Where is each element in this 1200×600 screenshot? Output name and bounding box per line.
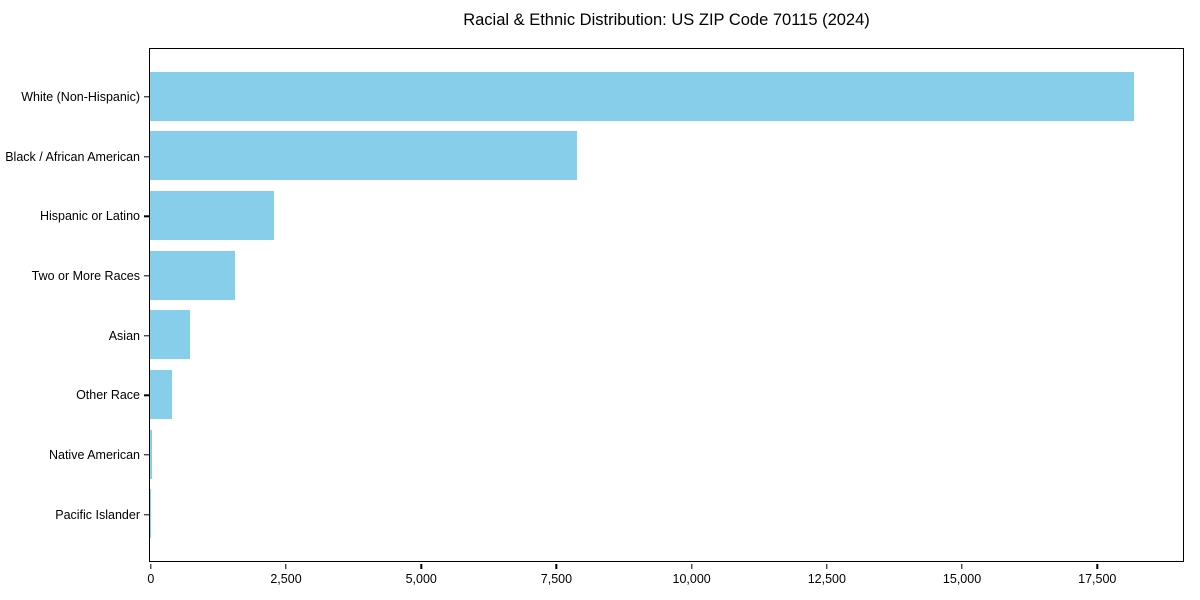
y-axis-tick <box>144 513 149 516</box>
y-axis-label: Asian <box>108 328 140 343</box>
x-axis-tick-label: 10,000 <box>672 571 711 586</box>
chart-title: Racial & Ethnic Distribution: US ZIP Cod… <box>463 11 870 29</box>
x-axis-tick-label: 17,500 <box>1078 571 1117 586</box>
x-axis-tick <box>555 563 558 569</box>
y-axis-label: White (Non-Hispanic) <box>21 89 140 104</box>
y-axis-label: Other Race <box>76 388 140 403</box>
x-axis-tick-label: 7,500 <box>540 571 573 586</box>
bar <box>150 370 173 419</box>
x-axis-tick <box>1096 563 1098 569</box>
bar <box>150 310 191 360</box>
x-axis-tick-label: 5,000 <box>405 571 437 586</box>
bar <box>150 131 578 181</box>
x-axis-tick <box>826 563 828 569</box>
plot-area <box>149 48 1184 562</box>
bar <box>150 71 1135 121</box>
y-axis-tick <box>144 275 149 277</box>
y-axis-label: Pacific Islander <box>55 507 140 522</box>
bar <box>150 429 152 479</box>
y-axis-tick <box>144 334 149 337</box>
bar <box>150 250 235 300</box>
y-axis-tick <box>144 155 149 158</box>
x-axis-tick <box>285 563 287 569</box>
x-axis-tick <box>690 563 693 569</box>
x-axis-tick <box>420 563 422 569</box>
y-axis-label: Hispanic or Latino <box>39 209 140 224</box>
x-axis-tick-label: 0 <box>147 571 155 586</box>
x-axis-tick-label: 15,000 <box>942 571 982 586</box>
y-axis-label: Native American <box>48 447 140 462</box>
bar <box>150 489 151 539</box>
y-axis-tick <box>144 394 149 396</box>
x-axis-tick <box>961 563 963 569</box>
x-axis-tick <box>150 563 152 569</box>
y-axis-tick <box>144 215 149 217</box>
bar <box>150 191 275 240</box>
y-axis-tick <box>144 96 149 98</box>
x-axis-tick-label: 12,500 <box>807 571 846 586</box>
y-axis-label: Two or More Races <box>31 268 140 283</box>
y-axis-label: Black / African American <box>5 149 140 164</box>
x-axis-tick-label: 2,500 <box>270 571 302 586</box>
y-axis-tick <box>144 454 149 456</box>
